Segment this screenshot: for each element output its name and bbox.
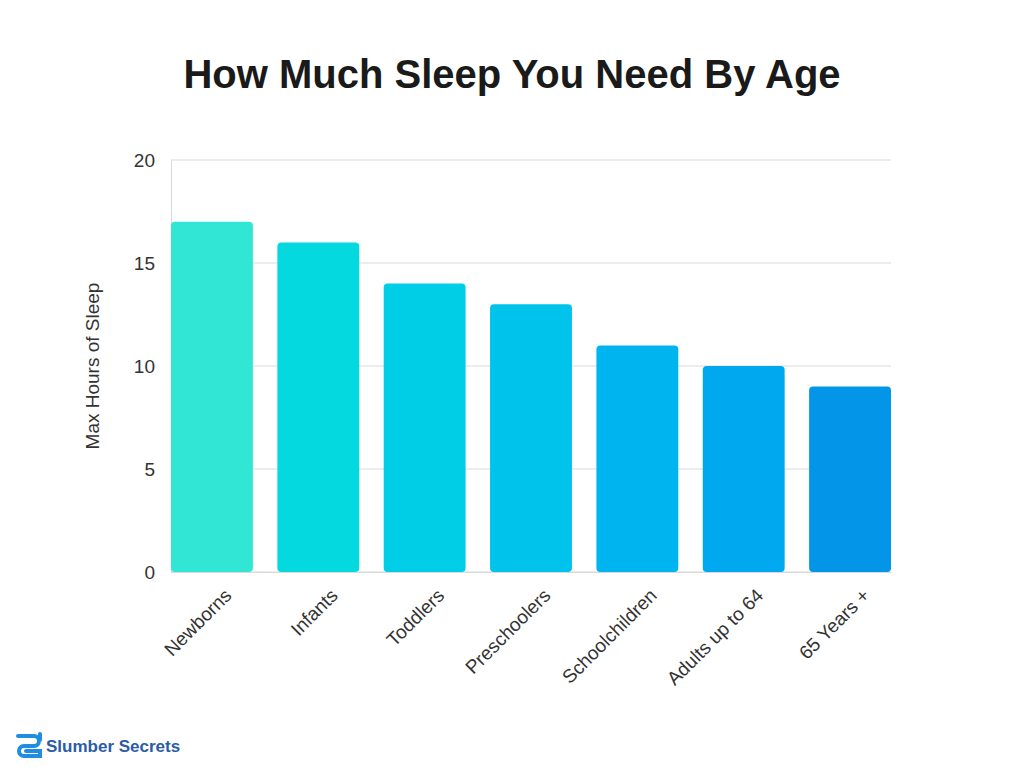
x-tick: 65 Years + bbox=[795, 572, 874, 663]
bar bbox=[277, 242, 359, 572]
x-axis: Newborns Infants ToddlersPreschoolersSchoo… bbox=[160, 572, 891, 689]
y-tick: 10 bbox=[134, 356, 171, 377]
x-tick: Newborns bbox=[160, 572, 235, 660]
bar bbox=[596, 345, 678, 572]
y-tick-label: 20 bbox=[134, 150, 155, 171]
y-tick-label: 10 bbox=[134, 356, 155, 377]
x-tick-label: Toddlers bbox=[383, 585, 449, 651]
y-tick-label: 0 bbox=[144, 562, 155, 583]
chart: How Much Sleep You Need By Age 0 5 10 15 20 Ma… bbox=[0, 0, 1024, 768]
logo-icon bbox=[18, 734, 40, 756]
x-tick: Schoolchildren bbox=[558, 572, 661, 688]
x-tick-label: Newborns bbox=[160, 585, 235, 660]
x-tick: Preschoolers bbox=[461, 572, 554, 678]
logo: Slumber Secrets bbox=[18, 734, 180, 756]
x-tick: Adults up to 64 bbox=[663, 572, 768, 689]
x-tick: Infants bbox=[287, 572, 342, 640]
title: How Much Sleep You Need By Age bbox=[183, 52, 840, 96]
bar bbox=[490, 304, 572, 572]
y-axis: 0 5 10 15 20 bbox=[134, 150, 172, 583]
x-tick-label: Adults up to 64 bbox=[663, 584, 768, 689]
bar bbox=[384, 284, 466, 572]
bars bbox=[171, 222, 891, 572]
y-tick: 5 bbox=[144, 459, 171, 480]
x-tick-label: 65 Years + bbox=[795, 585, 874, 664]
y-tick-label: 15 bbox=[134, 253, 155, 274]
x-tick: Toddlers bbox=[383, 572, 449, 650]
y-tick-label: 5 bbox=[144, 459, 155, 480]
x-tick-label: Schoolchildren bbox=[558, 585, 661, 688]
x-tick-label: Preschoolers bbox=[461, 585, 554, 678]
x-axis-line bbox=[172, 572, 892, 573]
y-tick: 0 bbox=[144, 562, 171, 583]
grid bbox=[171, 160, 891, 572]
logo-text: Slumber Secrets bbox=[46, 737, 180, 756]
y-tick: 15 bbox=[134, 253, 171, 274]
bar bbox=[809, 387, 891, 572]
bar bbox=[703, 366, 785, 572]
grid-line bbox=[171, 160, 891, 161]
y-tick: 20 bbox=[134, 150, 171, 171]
y-axis-title: Max Hours of Sleep bbox=[82, 283, 103, 450]
bar bbox=[171, 222, 253, 572]
x-tick-label: Infants bbox=[287, 585, 342, 640]
